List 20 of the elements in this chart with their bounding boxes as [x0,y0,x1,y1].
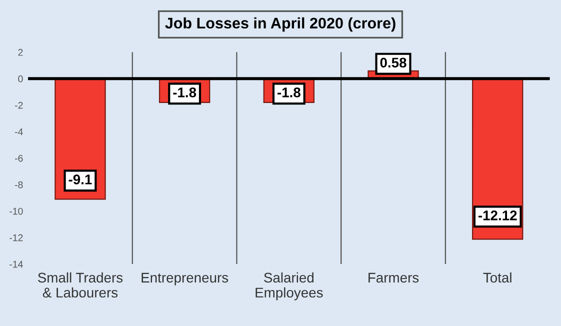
x-tick-label: Farmers [368,272,419,283]
y-tick-label: -2 [14,102,23,109]
y-tick-label: -8 [14,181,23,188]
y-tick-label: -14 [10,260,23,268]
y-tick-label: 2 [18,48,23,56]
y-tick-label: -6 [14,154,23,162]
data-label: -1.8 [173,88,196,98]
chart-title: Job Losses in April 2020 (crore) [165,17,396,32]
y-tick-label: -4 [14,128,23,136]
x-tick-label: Salaried Employees [256,272,323,300]
x-tick-label: Small Traders & Labourers [38,272,123,298]
x-tick-label: Entrepreneurs [142,272,228,286]
data-label: -1.8 [277,88,300,98]
y-tick-label: 0 [18,75,23,82]
y-tick-label: -10 [10,208,23,215]
data-label: -9.1 [68,174,92,184]
data-label: -12.12 [478,210,517,220]
data-label: 0.58 [380,58,406,68]
x-tick-label: Total [483,272,512,283]
y-tick-label: -12 [10,234,23,242]
